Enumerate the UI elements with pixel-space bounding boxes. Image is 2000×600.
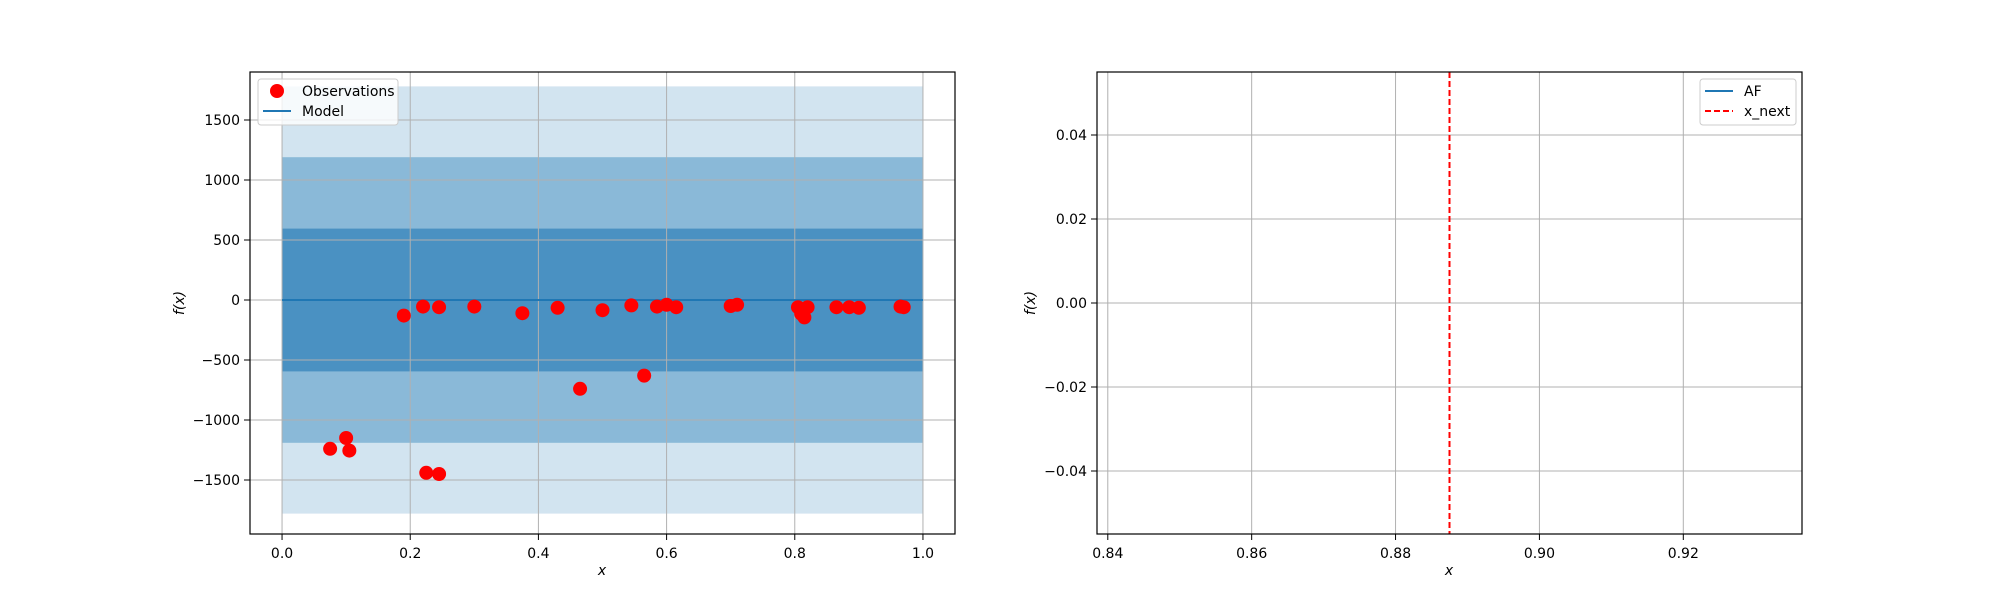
left-x-tick-label: 0.6 (655, 546, 677, 562)
observation-point (595, 303, 610, 318)
left-x-ticks: 0.0 0.2 0.4 0.6 0.8 1.0 (271, 534, 934, 562)
left-y-tick-label: −1000 (193, 413, 240, 429)
left-y-tick-label: 1500 (204, 113, 240, 129)
right-x-tick-label: 0.92 (1668, 546, 1699, 562)
left-x-tick-label: 1.0 (912, 546, 934, 562)
observation-point (467, 299, 482, 314)
observation-point (851, 300, 866, 315)
observation-point (342, 443, 357, 458)
left-x-axis-label: x (597, 563, 607, 579)
legend-model-label: Model (302, 104, 344, 120)
right-y-tick-label: 0.04 (1056, 128, 1087, 144)
right-y-tick-label: −0.04 (1044, 464, 1087, 480)
right-y-tick-label: 0.02 (1056, 212, 1087, 228)
observation-point (624, 298, 639, 313)
left-x-tick-label: 0.2 (399, 546, 421, 562)
observation-point (396, 308, 411, 323)
right-x-tick-label: 0.86 (1236, 546, 1267, 562)
right-y-ticks: −0.04 −0.02 0.00 0.02 0.04 (1044, 128, 1097, 480)
right-x-axis-label: x (1444, 563, 1454, 579)
observation-point (515, 306, 530, 321)
observation-point (730, 297, 745, 312)
legend-af-label: AF (1744, 84, 1762, 100)
legend-observations-marker (270, 84, 284, 98)
left-y-tick-label: −1500 (193, 473, 240, 489)
observation-point (800, 300, 815, 315)
right-x-tick-label: 0.84 (1092, 546, 1123, 562)
observation-point (637, 368, 652, 383)
left-y-axis-label: f(x) (172, 291, 188, 315)
observation-point (550, 300, 565, 315)
observation-point (669, 300, 684, 315)
right-y-axis-label: f(x) (1023, 291, 1039, 315)
right-x-tick-label: 0.88 (1380, 546, 1411, 562)
observation-point (419, 465, 434, 480)
right-y-tick-label: 0.00 (1056, 296, 1087, 312)
left-legend: Observations Model (257, 78, 399, 126)
observation-point (323, 441, 338, 456)
observation-point (829, 300, 844, 315)
left-y-tick-label: 1000 (204, 173, 240, 189)
right-x-tick-label: 0.90 (1524, 546, 1555, 562)
right-legend: AF x_next (1699, 78, 1797, 126)
left-legend-box (257, 78, 399, 126)
left-x-tick-label: 0.0 (271, 546, 293, 562)
right-x-ticks: 0.84 0.86 0.88 0.90 0.92 (1092, 534, 1699, 562)
legend-observations-label: Observations (302, 84, 395, 100)
left-chart: 0.0 0.2 0.4 0.6 0.8 1.0 −1500 −1000 −500 0 500 100… (172, 71, 956, 579)
left-y-ticks: −1500 −1000 −500 0 500 1000 1500 (193, 113, 250, 489)
observation-point (416, 299, 431, 314)
left-y-tick-label: 500 (213, 233, 240, 249)
left-observation-points (323, 297, 911, 481)
observation-point (432, 300, 447, 315)
right-y-tick-label: −0.02 (1044, 380, 1087, 396)
left-y-tick-label: 0 (231, 293, 240, 309)
left-axes-frame (249, 71, 956, 535)
right-chart: 0.84 0.86 0.88 0.90 0.92 −0.04 −0.02 0.00 0.02 0… (1023, 71, 1803, 579)
observation-point (339, 431, 354, 445)
observation-point (896, 300, 911, 315)
legend-x-next-label: x_next (1744, 104, 1791, 120)
observation-point (432, 467, 447, 481)
observation-point (573, 381, 588, 396)
left-y-tick-label: −500 (202, 353, 240, 369)
left-x-tick-label: 0.8 (784, 546, 806, 562)
left-x-tick-label: 0.4 (527, 546, 549, 562)
